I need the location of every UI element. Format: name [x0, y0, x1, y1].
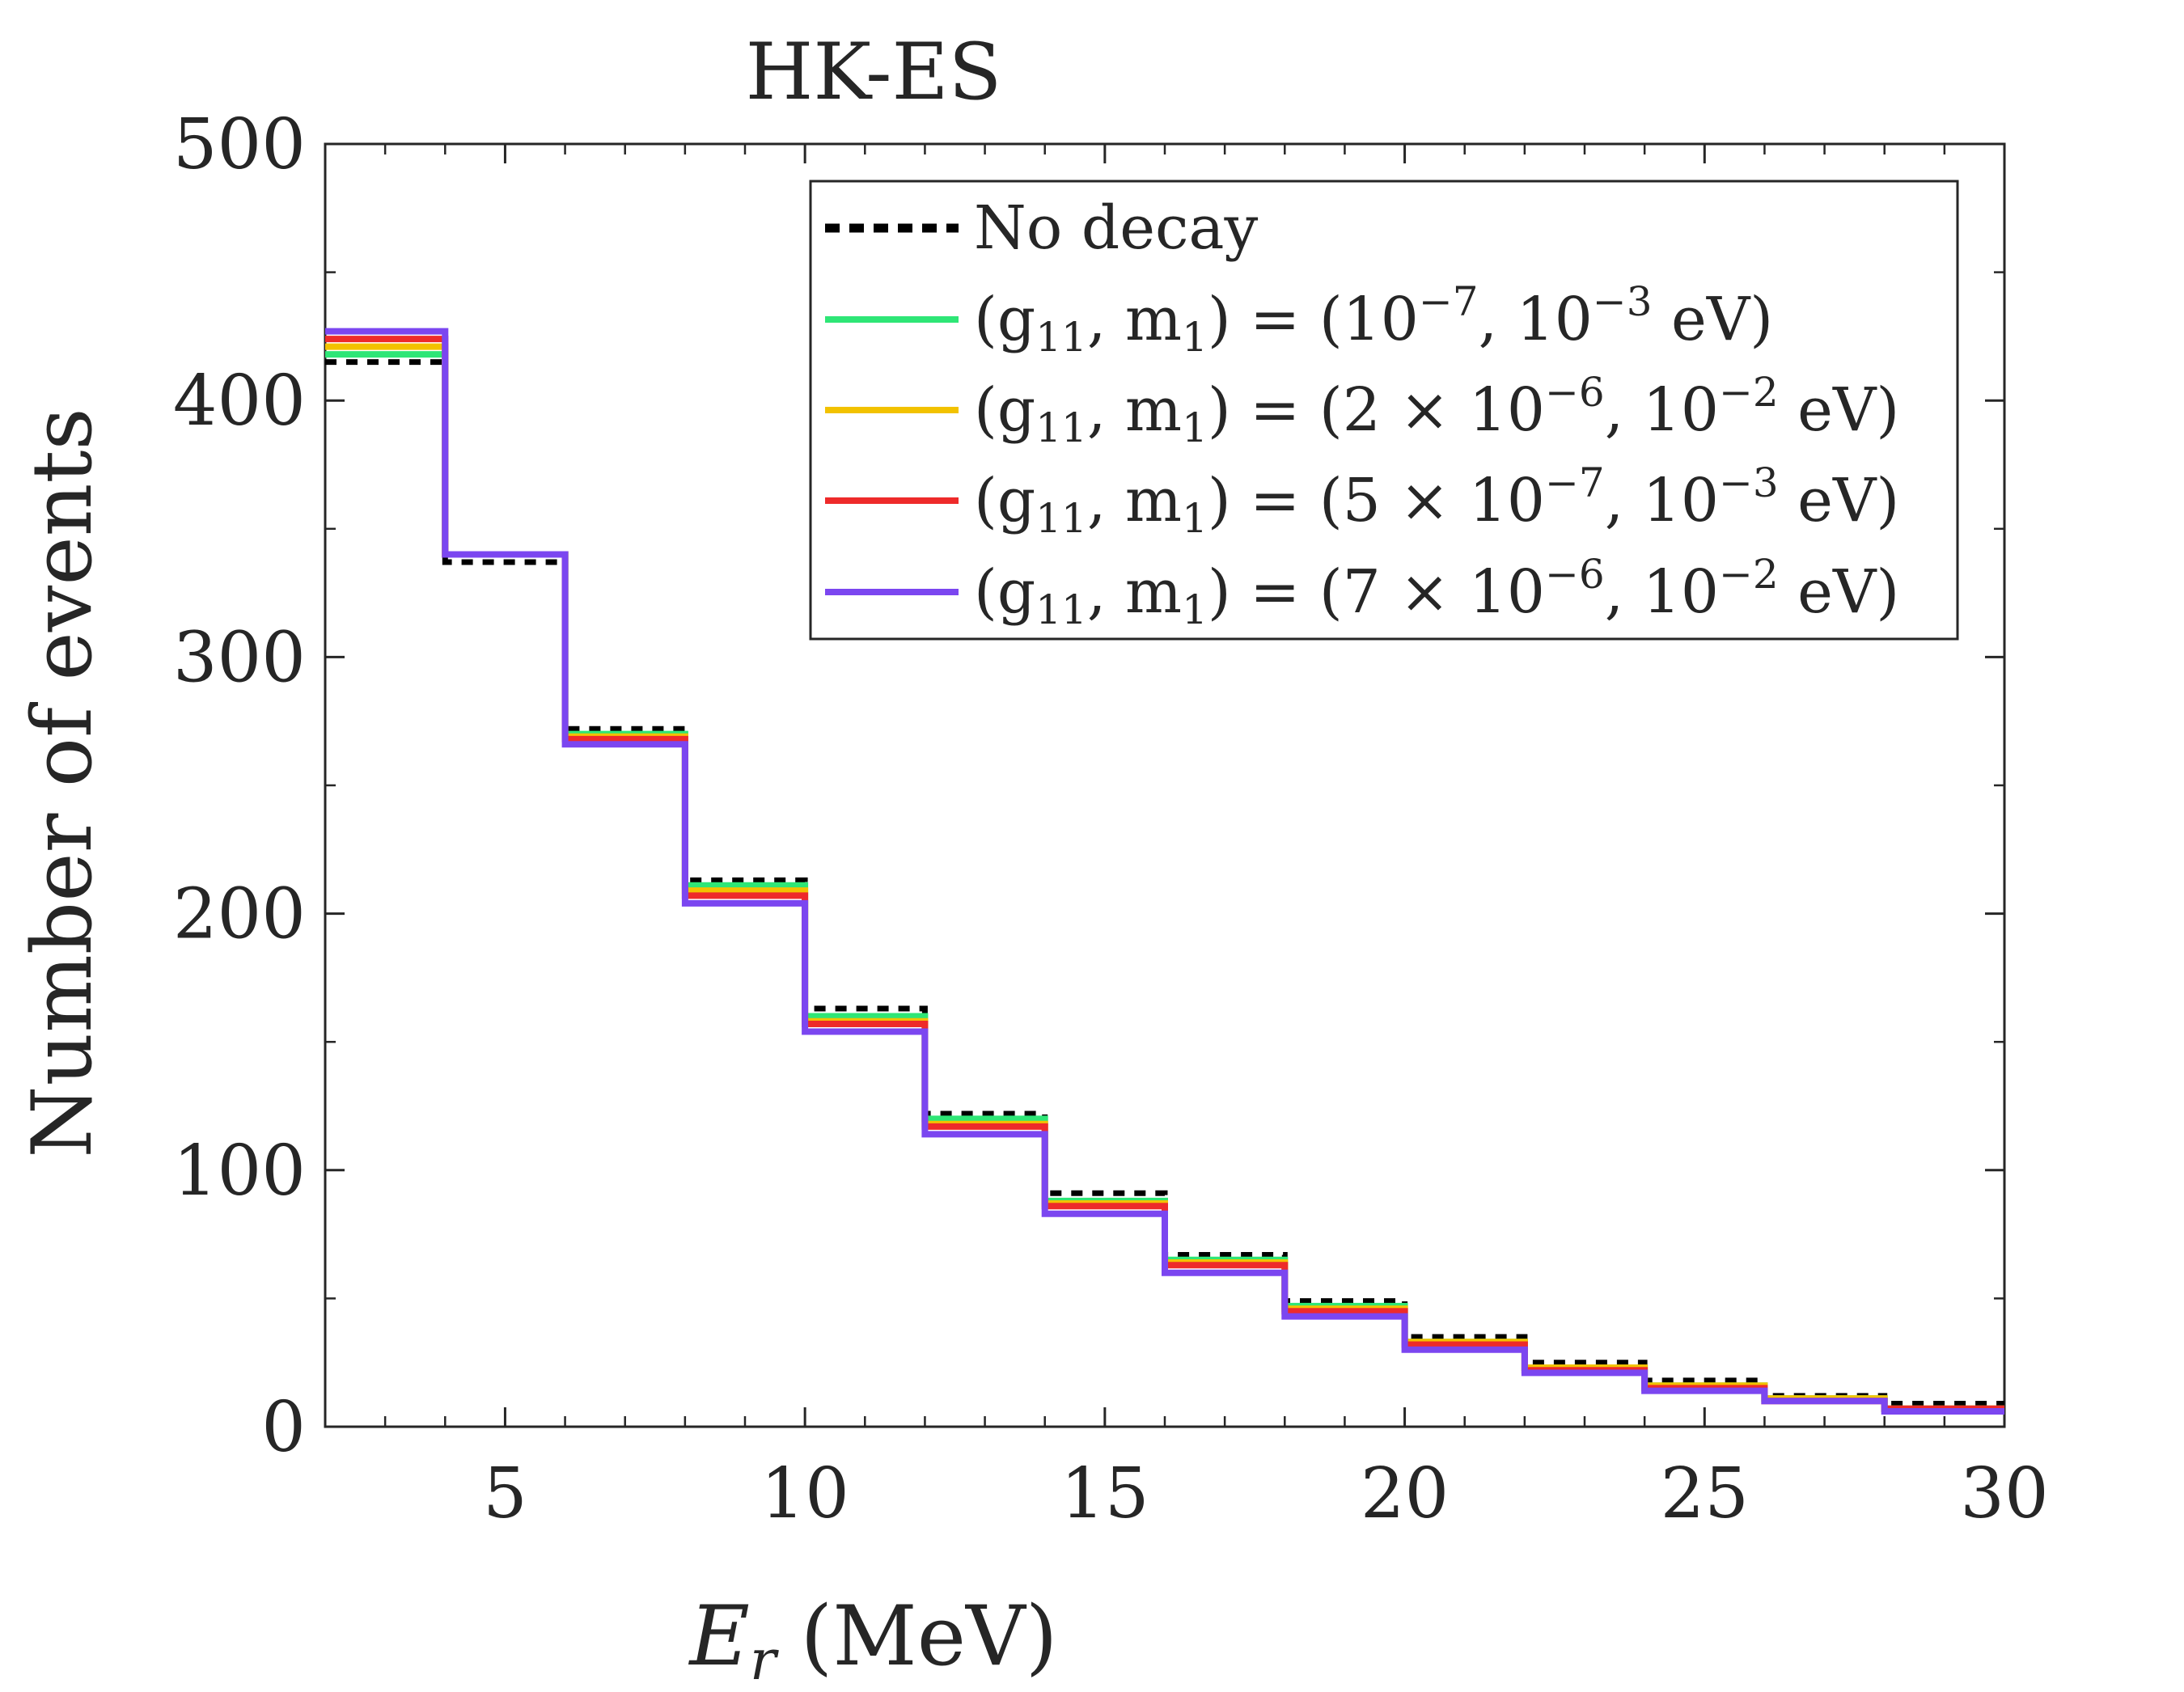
- x-axis-label: Er (MeV): [688, 1588, 1057, 1692]
- legend-label-purple: (g11, m1) = (7 × 10−6, 10−2 eV): [974, 551, 1899, 633]
- legend-box: [809, 180, 1959, 641]
- x-axis-label-unit: (MeV): [800, 1588, 1057, 1685]
- x-tick-label: 20: [1361, 1453, 1449, 1534]
- y-axis-label: Number of events: [15, 408, 111, 1157]
- chart-title: HK-ES: [746, 27, 1002, 117]
- y-tick-label: 500: [173, 104, 306, 185]
- y-tick-label: 0: [261, 1387, 306, 1468]
- legend-label-green: (g11, m1) = (10−7, 10−3 eV): [974, 278, 1773, 361]
- x-tick-label: 10: [760, 1453, 849, 1534]
- x-tick-label: 30: [1960, 1453, 2048, 1534]
- legend: No decay (g11, m1) = (10−7, 10−3 eV) (g1…: [809, 180, 1959, 641]
- x-axis-label-symbol: E: [688, 1588, 749, 1685]
- data-series: [325, 328, 2004, 1415]
- y-tick-label: 400: [173, 361, 306, 442]
- step-series-no-decay: [325, 359, 2004, 1406]
- y-tick-label: 100: [173, 1131, 306, 1212]
- legend-label-red: (g11, m1) = (5 × 10−7, 10−3 eV): [974, 459, 1899, 542]
- y-tick-label: 200: [173, 874, 306, 955]
- y-tick-label: 300: [173, 617, 306, 698]
- step-series-purple: [325, 328, 2004, 1415]
- legend-label-yellow: (g11, m1) = (2 × 10−6, 10−2 eV): [974, 369, 1899, 451]
- x-tick-label: 5: [483, 1453, 527, 1534]
- axes-frame: [324, 142, 2006, 1428]
- x-tick-label: 15: [1060, 1453, 1149, 1534]
- legend-label-no-decay: No decay: [974, 193, 1259, 263]
- x-axis-label-subscript: r: [750, 1629, 779, 1692]
- x-tick-label: 25: [1661, 1453, 1749, 1534]
